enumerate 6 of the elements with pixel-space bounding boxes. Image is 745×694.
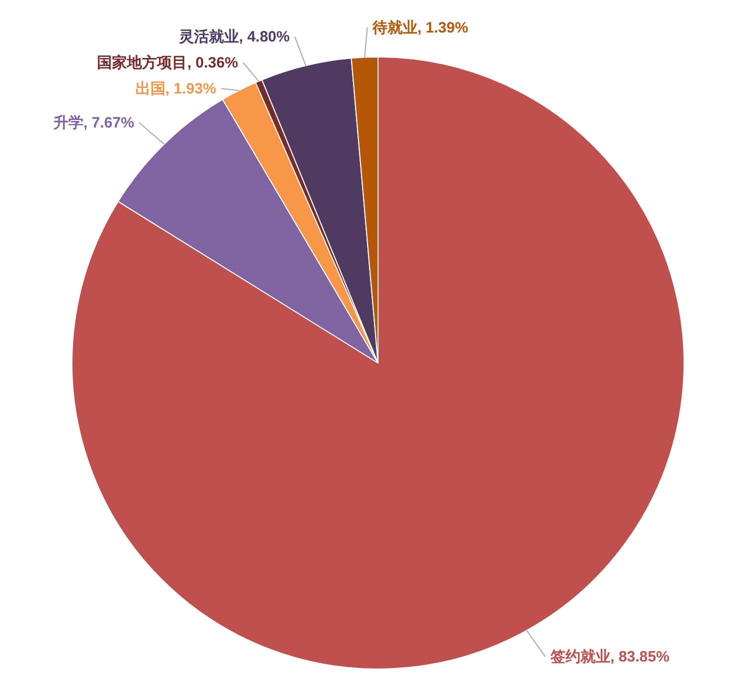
slice-label: 签约就业, 83.85%: [549, 648, 670, 666]
slice-label: 待就业, 1.39%: [371, 19, 468, 36]
slice-label: 国家地方项目, 0.36%: [97, 53, 238, 72]
slice-label: 升学, 7.67%: [52, 114, 134, 132]
slice-label: 灵活就业, 4.80%: [178, 28, 290, 46]
slice-label: 出国, 1.93%: [135, 80, 216, 98]
